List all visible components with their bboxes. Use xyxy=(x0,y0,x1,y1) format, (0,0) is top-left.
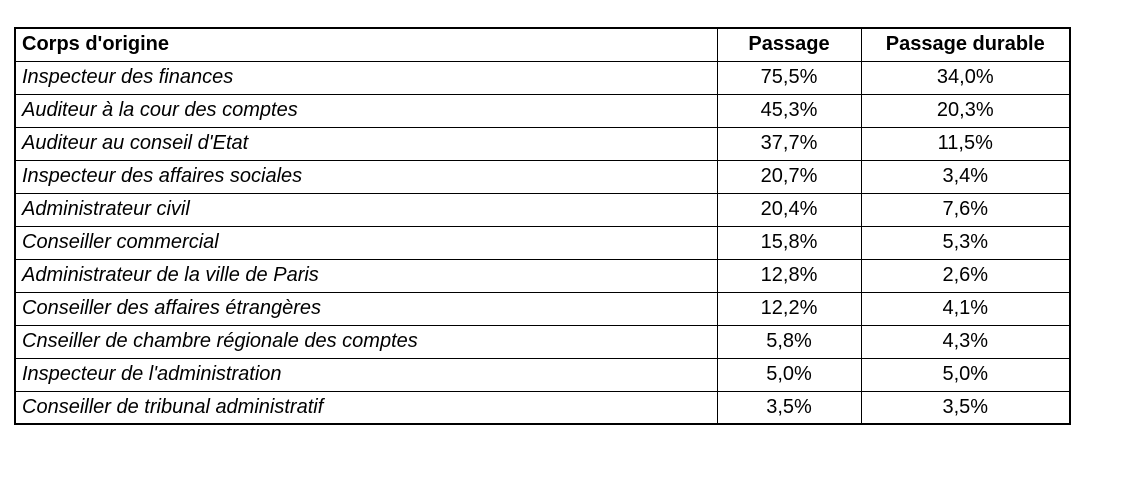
table-row: Cnseiller de chambre régionale des compt… xyxy=(14,324,1071,359)
corps-table-container: Corps d'origine Passage Passage durable … xyxy=(14,27,1071,425)
header-passage-durable: Passage durable xyxy=(860,27,1071,62)
cell-corps: Inspecteur des finances xyxy=(14,60,718,95)
cell-passage: 20,4% xyxy=(716,192,862,227)
cell-corps: Conseiller des affaires étrangères xyxy=(14,291,718,326)
header-corps-origine: Corps d'origine xyxy=(14,27,718,62)
cell-passage: 12,2% xyxy=(716,291,862,326)
cell-passage-durable: 3,4% xyxy=(860,159,1071,194)
cell-corps: Administrateur civil xyxy=(14,192,718,227)
cell-passage-durable: 5,3% xyxy=(860,225,1071,260)
cell-passage-durable: 20,3% xyxy=(860,93,1071,128)
cell-corps: Conseiller de tribunal administratif xyxy=(14,390,718,425)
cell-corps: Inspecteur des affaires sociales xyxy=(14,159,718,194)
cell-corps: Auditeur au conseil d'Etat xyxy=(14,126,718,161)
table-row: Conseiller de tribunal administratif 3,5… xyxy=(14,390,1071,425)
cell-passage: 5,8% xyxy=(716,324,862,359)
cell-passage-durable: 11,5% xyxy=(860,126,1071,161)
table-row: Inspecteur de l'administration 5,0% 5,0% xyxy=(14,357,1071,392)
cell-passage: 75,5% xyxy=(716,60,862,95)
cell-passage-durable: 5,0% xyxy=(860,357,1071,392)
table-row: Auditeur à la cour des comptes 45,3% 20,… xyxy=(14,93,1071,128)
cell-passage-durable: 7,6% xyxy=(860,192,1071,227)
cell-passage: 45,3% xyxy=(716,93,862,128)
table-row: Conseiller commercial 15,8% 5,3% xyxy=(14,225,1071,260)
cell-passage-durable: 2,6% xyxy=(860,258,1071,293)
cell-passage: 20,7% xyxy=(716,159,862,194)
cell-passage-durable: 4,1% xyxy=(860,291,1071,326)
cell-passage-durable: 34,0% xyxy=(860,60,1071,95)
table-row: Inspecteur des finances 75,5% 34,0% xyxy=(14,60,1071,95)
cell-corps: Cnseiller de chambre régionale des compt… xyxy=(14,324,718,359)
table-row: Conseiller des affaires étrangères 12,2%… xyxy=(14,291,1071,326)
cell-passage: 37,7% xyxy=(716,126,862,161)
cell-corps: Conseiller commercial xyxy=(14,225,718,260)
table-row: Inspecteur des affaires sociales 20,7% 3… xyxy=(14,159,1071,194)
cell-passage: 3,5% xyxy=(716,390,862,425)
table-row: Auditeur au conseil d'Etat 37,7% 11,5% xyxy=(14,126,1071,161)
corps-origine-table: Corps d'origine Passage Passage durable … xyxy=(14,27,1071,425)
table-row: Administrateur de la ville de Paris 12,8… xyxy=(14,258,1071,293)
header-passage: Passage xyxy=(716,27,862,62)
cell-passage: 15,8% xyxy=(716,225,862,260)
cell-passage-durable: 3,5% xyxy=(860,390,1071,425)
cell-passage: 5,0% xyxy=(716,357,862,392)
cell-passage: 12,8% xyxy=(716,258,862,293)
header-row: Corps d'origine Passage Passage durable xyxy=(14,27,1071,62)
cell-corps: Inspecteur de l'administration xyxy=(14,357,718,392)
table-row: Administrateur civil 20,4% 7,6% xyxy=(14,192,1071,227)
cell-corps: Administrateur de la ville de Paris xyxy=(14,258,718,293)
cell-corps: Auditeur à la cour des comptes xyxy=(14,93,718,128)
cell-passage-durable: 4,3% xyxy=(860,324,1071,359)
